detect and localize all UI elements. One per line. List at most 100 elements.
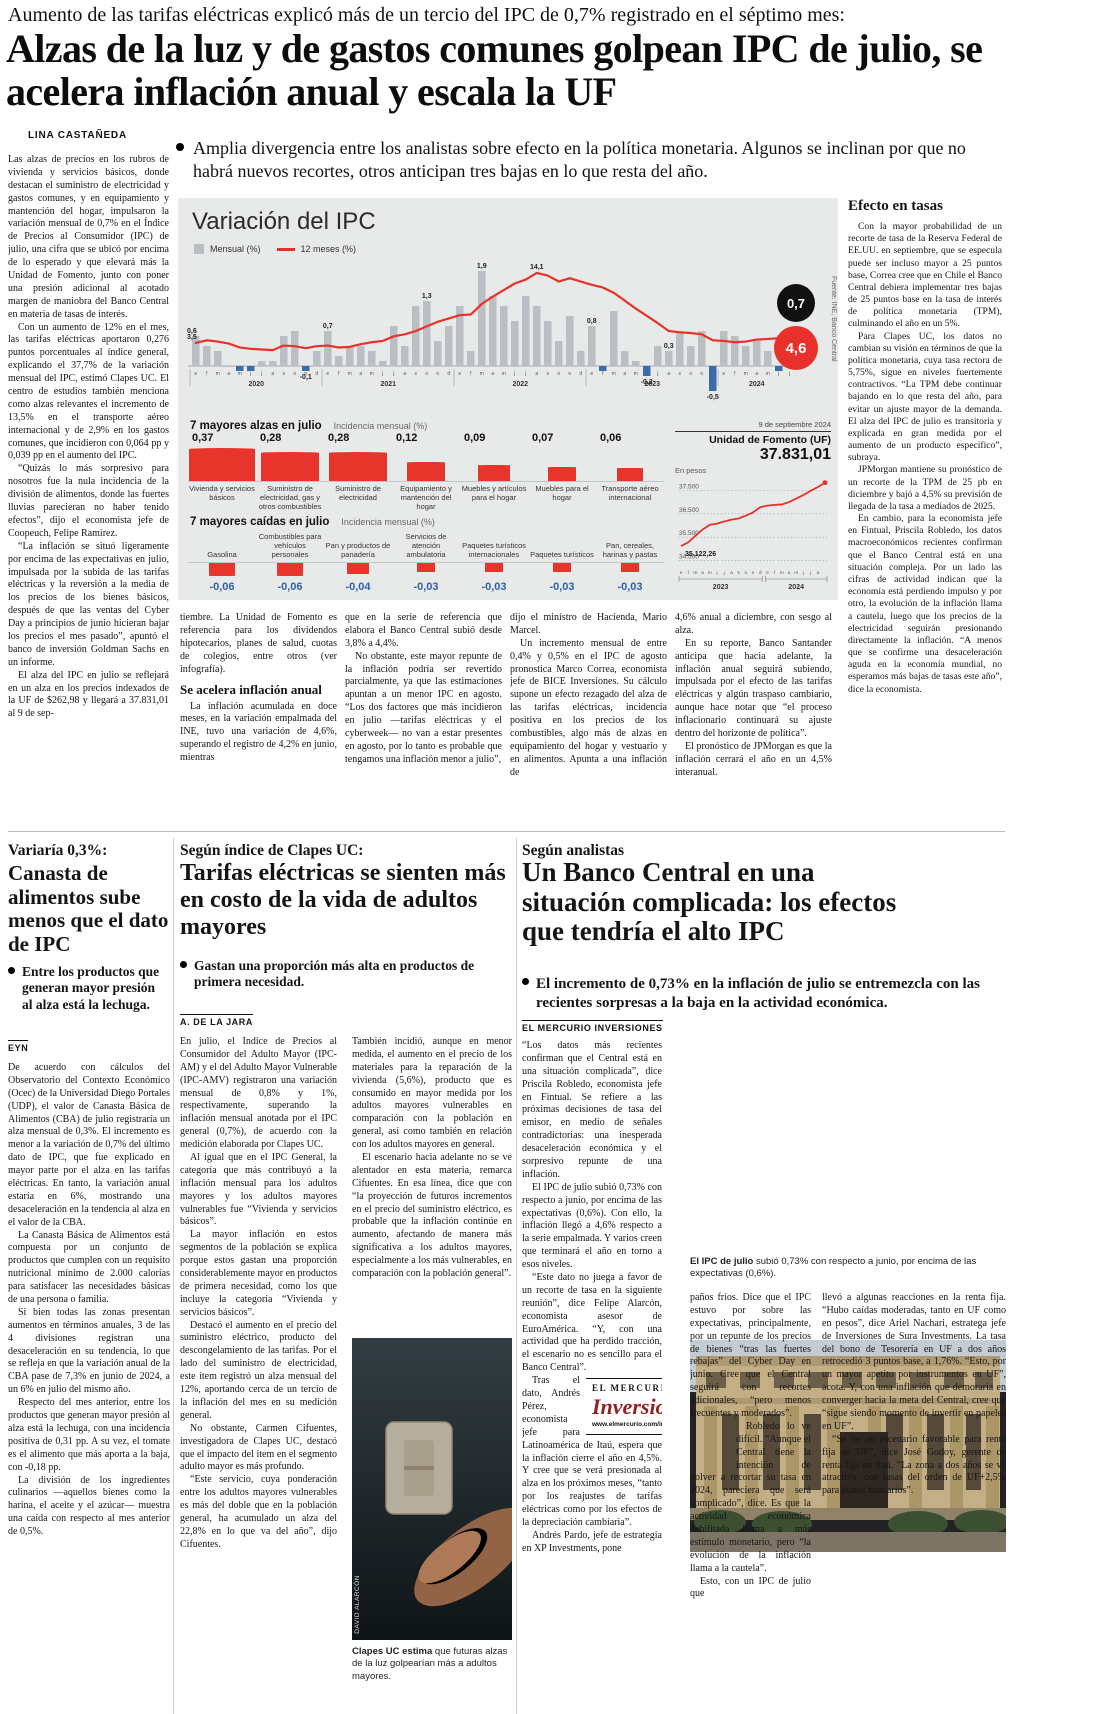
svg-text:2024: 2024 [749, 381, 765, 388]
paragraph: Al igual que en el IPC General, la categ… [180, 1152, 337, 1228]
svg-text:j: j [513, 371, 515, 377]
bar [555, 341, 563, 366]
cont1-post: La inflación acumulada en doce meses, en… [180, 701, 337, 765]
svg-text:j: j [809, 570, 811, 576]
alza-value: 0,09 [464, 432, 486, 444]
svg-text:e: e [194, 371, 197, 377]
caidas-heading: 7 mayores caídas en julio Incidencia men… [190, 512, 435, 530]
svg-text:a: a [788, 571, 791, 576]
logo-url: www.elmercurio.com/inversiones [592, 1420, 662, 1428]
bank-building-illustration [690, 1340, 1006, 1552]
svg-text:n: n [436, 371, 439, 377]
adultos-dek-row: Gastan una proporción más alta en produc… [180, 958, 486, 991]
paragraph: La Canasta Básica de Alimentos está comp… [8, 1229, 170, 1306]
bar [522, 296, 530, 366]
bar [203, 346, 211, 366]
alza-semicircle [189, 448, 255, 481]
svg-text:34.500: 34.500 [679, 554, 699, 561]
adultos-col1-paragraphs: En julio, el Índice de Precios al Consum… [180, 1036, 337, 1552]
efecto-en-tasas-column: Efecto en tasas Con la mayor probabilida… [848, 198, 1002, 826]
caida-semicircle [347, 563, 369, 574]
alza-semicircle [261, 452, 319, 481]
svg-text:j: j [249, 371, 251, 377]
lede-row: Amplia divergencia entre los analistas s… [176, 137, 998, 183]
bar [192, 336, 200, 366]
bar [401, 346, 409, 366]
efecto-title: Efecto en tasas [848, 198, 943, 214]
bullet-icon [176, 143, 184, 151]
svg-text:m: m [708, 571, 712, 576]
paragraph: Respecto del mes anterior, entre los pro… [8, 1397, 170, 1473]
alzas-heading: 7 mayores alzas en julio Incidencia mens… [190, 416, 427, 434]
paragraph: Para Clapes UC, los datos no cambian su … [848, 330, 1002, 464]
kicker: Aumento de las tarifas eléctricas explic… [8, 4, 845, 26]
bar [489, 296, 497, 366]
paragraph: Tras el dato, Andrés Pérez, economista j… [522, 1375, 662, 1528]
svg-text:f: f [734, 371, 736, 377]
paragraph: Un incremento mensual de entre 0,4% y 0,… [510, 637, 667, 778]
caidas-heading-text: 7 mayores caídas en julio [190, 516, 330, 528]
bar [346, 346, 354, 366]
paragraph: “Los datos más recientes confirman que e… [522, 1040, 662, 1180]
alza-item: 0,06 Transporte aéreo internacional [596, 432, 664, 512]
chart-callout: 1,9 [477, 263, 487, 270]
bar [621, 351, 629, 366]
alza-semicircle [548, 467, 576, 481]
banco-col-1: “Los datos más recientes confirman que e… [522, 1040, 662, 1714]
svg-text:e: e [766, 571, 769, 576]
paragraph: paños fríos. Dice que el IPC estuvo por … [690, 1292, 811, 1420]
caida-label: Pan, cereales, harinas y pastas [602, 541, 658, 560]
svg-text:2020: 2020 [248, 381, 264, 388]
svg-text:s: s [679, 371, 682, 377]
svg-text:j: j [381, 371, 383, 377]
caida-arc-area [324, 562, 392, 579]
uf-line [680, 481, 826, 547]
monthly-highlight-badge: 0,7 [777, 284, 815, 322]
canasta-dek-row: Entre los productos que generan mayor pr… [8, 964, 166, 1013]
paragraph: Si bien todas las zonas presentan aument… [8, 1306, 170, 1396]
bar [599, 366, 607, 371]
paragraph: “La inflación se situó ligeramente por e… [8, 540, 169, 668]
svg-text:36.500: 36.500 [679, 507, 699, 514]
ipc-infographic: Variación del IPC Mensual (%) 12 meses (… [178, 198, 838, 600]
caida-item: Paquetes turísticos -0,03 [528, 528, 596, 593]
column-rule-1 [173, 838, 174, 1714]
svg-text:s: s [547, 371, 550, 377]
caida-value: -0,06 [277, 581, 303, 593]
lede: Amplia divergencia entre los analistas s… [193, 138, 966, 182]
paragraph: 4,6% anual a diciembre, con sesgo al alz… [675, 612, 832, 636]
svg-text:m: m [216, 371, 220, 377]
paragraph: El IPC de julio subió 0,73% con respecto… [522, 1181, 662, 1271]
banco-col-2: paños fríos. Dice que el IPC estuvo por … [690, 1292, 811, 1714]
bar [225, 366, 233, 367]
bar [379, 361, 387, 366]
paragraph: Andrés Pardo, jefe de estrategia en XP I… [522, 1529, 662, 1554]
svg-text:m: m [480, 371, 484, 377]
uf-panel: 9 de septiembre 2024 Unidad de Fomento (… [675, 420, 831, 598]
bar [478, 271, 486, 366]
svg-text:d: d [579, 371, 582, 377]
svg-text:m: m [612, 371, 616, 377]
uf-unit: En pesos [675, 466, 707, 475]
uf-end-dot [822, 480, 828, 486]
uf-value: 37.831,01 [759, 446, 831, 463]
paragraph: “Este servicio, cuya ponderación entre l… [180, 1474, 337, 1550]
svg-text:f: f [602, 371, 604, 377]
alza-value: 0,07 [532, 432, 554, 444]
bar [313, 351, 321, 366]
chart-callout: -0,5 [707, 394, 719, 401]
chart-callout: 1,3 [422, 293, 432, 300]
paragraph: Con la mayor probabilidad de un recorte … [848, 221, 1002, 330]
bar [412, 306, 420, 366]
twelve-month-line [194, 271, 791, 352]
alza-arc-area [596, 446, 664, 482]
logo-wrap-spacer [690, 1421, 736, 1461]
caida-value: -0,06 [209, 581, 235, 593]
paragraph: Destacó el aumento en el precio del sumi… [180, 1319, 337, 1421]
svg-text:a: a [359, 371, 362, 377]
paragraph: El escenario hacia adelante no se ve ale… [352, 1152, 512, 1280]
alza-label: Transporte aéreo internacional [601, 484, 659, 502]
svg-text:2023: 2023 [713, 584, 729, 591]
canasta-paragraphs: De acuerdo con cálculos del Observatorio… [8, 1062, 170, 1539]
